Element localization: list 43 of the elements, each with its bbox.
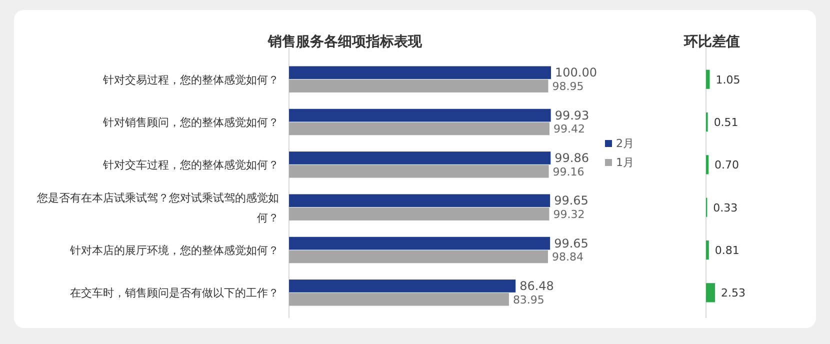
bar [289,250,548,264]
bar [706,283,715,302]
chart-title: 销售服务各细项指标表现 [267,34,423,50]
y-tick-label: 在交车时，销售顾问是否有做以下的工作？ [70,286,279,300]
chart-title: 环比差值 [683,34,740,50]
y-tick-label: 针对销售顾问，您的整体感觉如何？ [102,116,279,129]
data-label: 0.70 [714,158,739,172]
data-label: 99.65 [554,236,588,250]
y-tick-label: 针对本店的展厅环境，您的整体感觉如何？ [69,244,279,257]
bar [289,208,550,220]
bar [706,70,710,89]
y-tick-label: 针对交易过程，您的整体感觉如何？ [102,73,279,86]
bar [706,240,709,260]
data-label: 0.81 [714,244,740,257]
bar [289,280,516,292]
bar [289,122,550,136]
y-tick-label: 针对交车过程，您的整体感觉如何？ [102,158,279,172]
data-label: 98.84 [552,250,584,264]
data-label: 0.33 [713,201,738,214]
data-label: 1.05 [716,73,740,86]
legend-label: 1月 [616,156,634,169]
bar [289,194,550,208]
data-label: 99.32 [553,208,585,222]
bar [289,66,551,80]
data-label: 83.95 [512,293,544,306]
legend-label: 2月 [616,137,634,150]
data-label: 99.93 [554,108,590,122]
data-label: 99.65 [554,194,588,208]
data-label: 2.53 [721,286,746,300]
bar [289,164,549,178]
bar [289,80,548,92]
data-label: 99.42 [553,122,585,136]
data-label: 99.86 [554,150,589,165]
data-label: 0.51 [714,116,738,129]
y-tick-label: 您是否有在本店试乘试驾？您对试乘试驾的感觉如何？ [36,191,279,224]
data-label: 98.95 [552,80,584,94]
bar [289,292,509,306]
data-label: 100.00 [555,66,597,80]
data-label: 99.16 [552,165,584,178]
bar [289,152,551,164]
bar [289,236,550,250]
data-label: 86.48 [520,278,554,293]
bar [289,108,551,122]
